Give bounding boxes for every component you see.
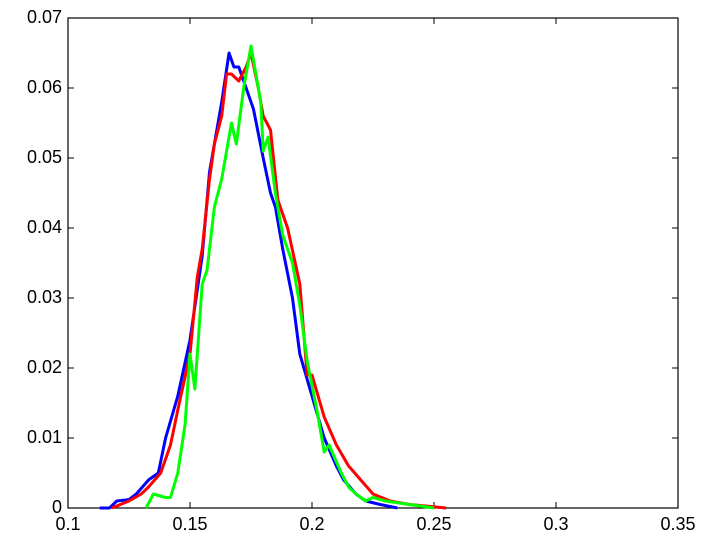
series-line xyxy=(144,44,435,510)
y-tick-label: 0.06 xyxy=(27,77,62,97)
x-tick-label: 0.3 xyxy=(543,514,568,534)
y-tick-label: 0.05 xyxy=(27,147,62,167)
x-tick-label: 0.25 xyxy=(416,514,451,534)
x-tick-label: 0.35 xyxy=(660,514,695,534)
series-line xyxy=(99,51,398,510)
y-tick-label: 0.07 xyxy=(27,7,62,27)
x-tick-label: 0.2 xyxy=(299,514,324,534)
y-tick-label: 0 xyxy=(52,497,62,517)
x-tick-label: 0.15 xyxy=(172,514,207,534)
series-line xyxy=(111,51,447,510)
y-tick-label: 0.02 xyxy=(27,357,62,377)
y-tick-label: 0.04 xyxy=(27,217,62,237)
y-tick-label: 0.03 xyxy=(27,287,62,307)
x-tick-label: 0.1 xyxy=(55,514,80,534)
y-tick-label: 0.01 xyxy=(27,427,62,447)
plot-frame xyxy=(67,17,679,509)
